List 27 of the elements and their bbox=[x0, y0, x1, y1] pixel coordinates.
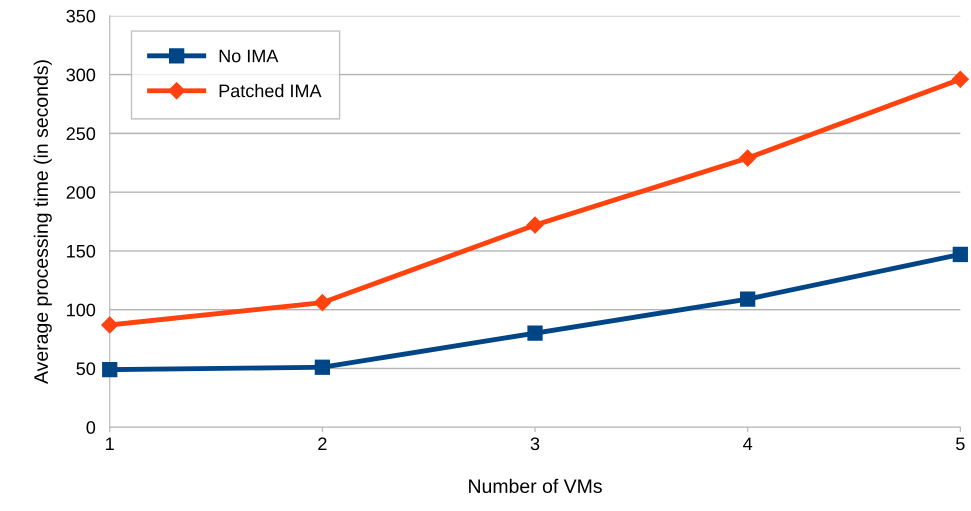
point bbox=[952, 246, 968, 262]
y-tick-label: 200 bbox=[66, 186, 96, 199]
y-tick-label: 300 bbox=[66, 68, 96, 82]
x-tick-label: 3 bbox=[530, 437, 540, 450]
point bbox=[102, 362, 118, 378]
y-tick-label: 100 bbox=[67, 304, 96, 316]
y-tick-label: 150 bbox=[67, 244, 96, 258]
point bbox=[314, 294, 331, 312]
x-axis-title: Number of VMs bbox=[469, 478, 602, 494]
point bbox=[314, 360, 330, 375]
x-tick-label: 1 bbox=[106, 438, 114, 450]
point bbox=[739, 150, 756, 167]
y-axis-title: Average processing time (in seconds) bbox=[34, 60, 52, 384]
y-tick-label: 50 bbox=[76, 362, 96, 376]
point bbox=[526, 216, 544, 234]
point bbox=[101, 316, 118, 334]
legend-label: Patched IMA bbox=[220, 84, 322, 98]
y-tick-label: 0 bbox=[86, 421, 96, 434]
x-tick-label: 2 bbox=[318, 437, 326, 450]
y-tick-label: 250 bbox=[66, 127, 96, 140]
point bbox=[527, 326, 543, 341]
legend-label: No IMA bbox=[220, 50, 278, 62]
point bbox=[952, 70, 969, 88]
x-tick-label: 4 bbox=[743, 438, 752, 450]
x-tick-label: 5 bbox=[956, 438, 965, 450]
point bbox=[740, 291, 756, 307]
y-tick-label: 350 bbox=[66, 10, 96, 23]
